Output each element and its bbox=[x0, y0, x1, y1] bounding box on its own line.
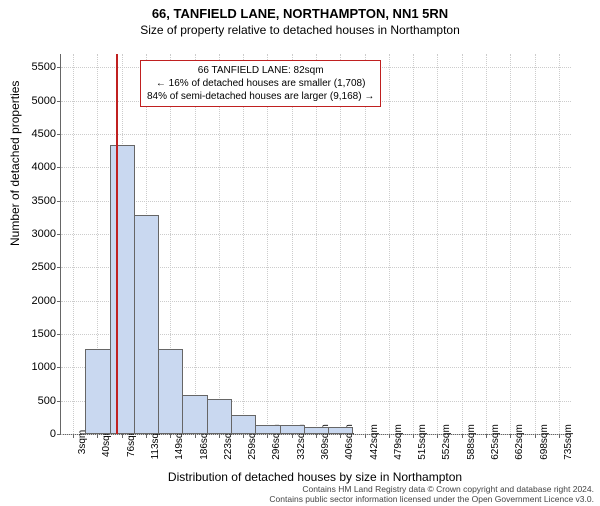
gridline-v bbox=[267, 54, 268, 434]
footer-attribution: Contains HM Land Registry data © Crown c… bbox=[269, 484, 594, 504]
xtick-label: 698sqm bbox=[539, 424, 550, 460]
ytick-mark bbox=[57, 334, 61, 335]
footer-line1: Contains HM Land Registry data © Crown c… bbox=[269, 484, 594, 494]
xtick-mark bbox=[413, 434, 414, 438]
xtick-mark bbox=[267, 434, 268, 438]
ytick-label: 2000 bbox=[16, 295, 56, 307]
gridline-v bbox=[292, 54, 293, 434]
xtick-mark bbox=[122, 434, 123, 438]
gridline-v bbox=[559, 54, 560, 434]
ytick-mark bbox=[57, 101, 61, 102]
ytick-mark bbox=[57, 201, 61, 202]
xtick-mark bbox=[462, 434, 463, 438]
indicator-line bbox=[116, 54, 118, 434]
gridline-v bbox=[219, 54, 220, 434]
annotation-line3: 84% of semi-detached houses are larger (… bbox=[147, 90, 374, 103]
xtick-mark bbox=[97, 434, 98, 438]
annotation-box: 66 TANFIELD LANE: 82sqm ← 16% of detache… bbox=[140, 60, 381, 107]
histogram-bar bbox=[85, 349, 110, 434]
xtick-mark bbox=[73, 434, 74, 438]
annotation-line1: 66 TANFIELD LANE: 82sqm bbox=[147, 64, 374, 77]
gridline-v bbox=[365, 54, 366, 434]
histogram-bar bbox=[280, 425, 305, 434]
ytick-mark bbox=[57, 434, 61, 435]
ytick-label: 1500 bbox=[16, 328, 56, 340]
ytick-label: 2500 bbox=[16, 261, 56, 273]
ytick-label: 4500 bbox=[16, 128, 56, 140]
gridline-v bbox=[535, 54, 536, 434]
annotation-line2: ← 16% of detached houses are smaller (1,… bbox=[147, 77, 374, 90]
histogram-bar bbox=[231, 415, 256, 434]
ytick-mark bbox=[57, 134, 61, 135]
histogram-bar bbox=[134, 215, 159, 434]
histogram-bar bbox=[110, 145, 135, 434]
gridline-v bbox=[389, 54, 390, 434]
xtick-mark bbox=[365, 434, 366, 438]
ytick-label: 3500 bbox=[16, 195, 56, 207]
histogram-bar bbox=[328, 427, 353, 434]
ytick-mark bbox=[57, 367, 61, 368]
ytick-label: 5500 bbox=[16, 61, 56, 73]
xtick-mark bbox=[340, 434, 341, 438]
gridline-v bbox=[462, 54, 463, 434]
ytick-mark bbox=[57, 301, 61, 302]
xtick-mark bbox=[243, 434, 244, 438]
gridline-v bbox=[340, 54, 341, 434]
x-axis-label: Distribution of detached houses by size … bbox=[60, 470, 570, 484]
histogram-bar bbox=[304, 427, 329, 434]
title-main: 66, TANFIELD LANE, NORTHAMPTON, NN1 5RN bbox=[0, 6, 600, 21]
ytick-mark bbox=[57, 267, 61, 268]
xtick-label: 662sqm bbox=[514, 424, 525, 460]
xtick-mark bbox=[146, 434, 147, 438]
ytick-label: 500 bbox=[16, 395, 56, 407]
gridline-v bbox=[413, 54, 414, 434]
xtick-mark bbox=[486, 434, 487, 438]
xtick-mark bbox=[170, 434, 171, 438]
footer-line2: Contains public sector information licen… bbox=[269, 494, 594, 504]
gridline-v bbox=[486, 54, 487, 434]
xtick-label: 515sqm bbox=[417, 424, 428, 460]
histogram-bar bbox=[207, 399, 232, 434]
xtick-label: 442sqm bbox=[369, 424, 380, 460]
xtick-label: 735sqm bbox=[563, 424, 574, 460]
ytick-label: 0 bbox=[16, 428, 56, 440]
xtick-mark bbox=[559, 434, 560, 438]
gridline-v bbox=[316, 54, 317, 434]
ytick-label: 3000 bbox=[16, 228, 56, 240]
xtick-mark bbox=[437, 434, 438, 438]
gridline-v bbox=[243, 54, 244, 434]
gridline-v bbox=[437, 54, 438, 434]
xtick-label: 625sqm bbox=[490, 424, 501, 460]
xtick-label: 479sqm bbox=[393, 424, 404, 460]
ytick-label: 4000 bbox=[16, 161, 56, 173]
ytick-label: 1000 bbox=[16, 361, 56, 373]
xtick-mark bbox=[535, 434, 536, 438]
xtick-label: 552sqm bbox=[441, 424, 452, 460]
ytick-label: 5000 bbox=[16, 95, 56, 107]
chart-area: 3sqm40sqm76sqm113sqm149sqm186sqm223sqm25… bbox=[60, 54, 570, 434]
gridline-v bbox=[195, 54, 196, 434]
xtick-mark bbox=[510, 434, 511, 438]
xtick-mark bbox=[316, 434, 317, 438]
title-sub: Size of property relative to detached ho… bbox=[0, 23, 600, 37]
histogram-bar bbox=[255, 425, 280, 434]
xtick-mark bbox=[195, 434, 196, 438]
ytick-mark bbox=[57, 401, 61, 402]
xtick-mark bbox=[219, 434, 220, 438]
xtick-mark bbox=[292, 434, 293, 438]
gridline-v bbox=[73, 54, 74, 434]
histogram-bar bbox=[158, 349, 183, 434]
xtick-label: 588sqm bbox=[466, 424, 477, 460]
plot-area: 3sqm40sqm76sqm113sqm149sqm186sqm223sqm25… bbox=[60, 54, 571, 435]
histogram-bar bbox=[182, 395, 207, 434]
ytick-mark bbox=[57, 67, 61, 68]
gridline-v bbox=[510, 54, 511, 434]
xtick-mark bbox=[389, 434, 390, 438]
ytick-mark bbox=[57, 234, 61, 235]
ytick-mark bbox=[57, 167, 61, 168]
